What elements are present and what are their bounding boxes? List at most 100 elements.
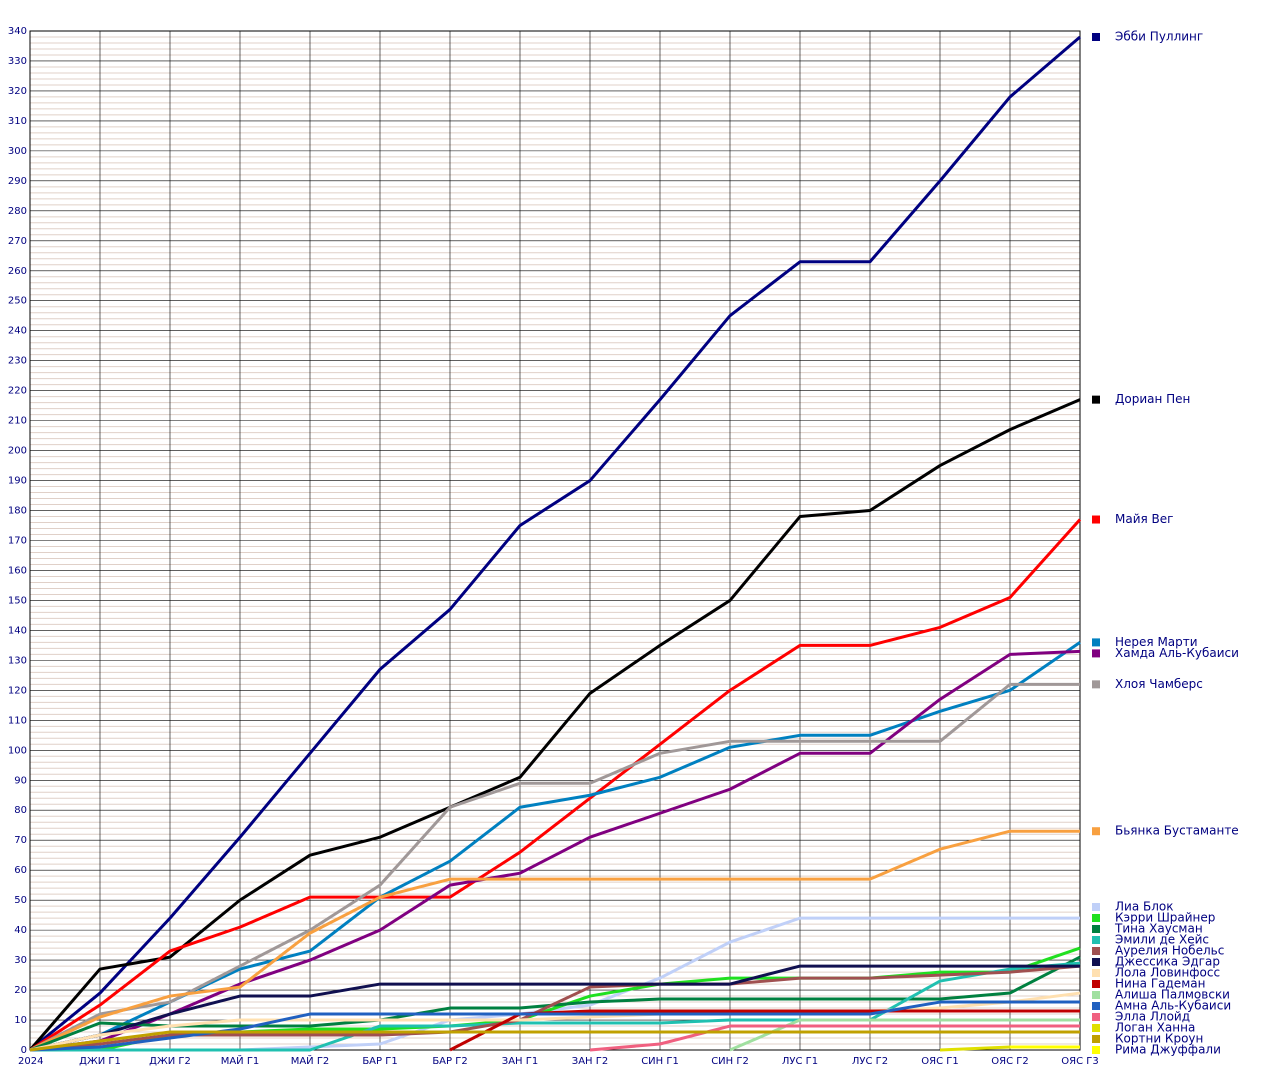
legend-swatch [1092,395,1100,404]
y-tick-label: 230 [8,356,27,367]
legend-swatch [1092,958,1100,966]
y-tick-label: 240 [8,326,27,337]
legend-label: Кортни Кроун [1115,1032,1203,1046]
legend-swatch [1092,649,1100,658]
x-tick-label: СИН Г2 [711,1056,749,1067]
y-tick-label: 210 [8,416,27,427]
series-line [29,829,1080,1052]
legend-swatch [1092,914,1100,922]
legend-label: Хамда Аль-Кубаиси [1115,646,1239,660]
y-tick-label: 110 [8,715,27,726]
legend-label: Тина Хаусман [1114,922,1203,936]
x-tick-label: МАЙ Г1 [221,1054,260,1067]
x-tick-label: СИН Г1 [641,1056,679,1067]
y-tick-label: 330 [8,56,27,67]
y-tick-label: 200 [8,446,27,457]
y-tick-label: 140 [8,625,27,636]
legend-swatch [1092,680,1100,689]
x-tick-label: МАЙ Г2 [291,1054,330,1067]
y-tick-label: 0 [21,1045,27,1056]
legend-label: Логан Ханна [1115,1021,1195,1035]
legend-swatch [1092,1013,1100,1021]
series-line [30,961,1081,1052]
series-line [589,1024,1080,1052]
legend-label: Джессика Эдгар [1115,955,1220,969]
legend-swatch [1092,1002,1100,1010]
legend-label: Алиша Палмовски [1115,988,1230,1002]
series-line [28,398,1081,1051]
x-tick-label: ЛУС Г1 [782,1056,818,1067]
legend-swatch [1092,1035,1100,1043]
y-tick-label: 320 [8,86,27,97]
x-tick-label: ОЯС Г3 [1061,1056,1098,1067]
legend-swatch [1092,1024,1100,1032]
x-tick-label: БАР Г2 [432,1056,467,1067]
legend-label: Бьянка Бустаманте [1115,824,1239,838]
x-tick-label: БАР Г1 [362,1056,397,1067]
y-tick-label: 60 [14,865,27,876]
y-tick-label: 100 [8,745,27,756]
legend-label: Дориан Пен [1115,392,1190,406]
legend-label: Рима Джуффали [1115,1043,1221,1057]
x-tick-label: ЗАН Г2 [572,1056,608,1067]
legend-swatch [1092,1046,1100,1054]
legend-label: Элла Ллойд [1115,1010,1190,1024]
legend-label: Нина Гадеман [1115,977,1205,991]
y-tick-label: 180 [8,506,27,517]
y-tick-label: 300 [8,146,27,157]
legend-label: Кэрри Шрайнер [1115,911,1215,925]
y-tick-label: 310 [8,116,27,127]
y-tick-label: 130 [8,655,27,666]
legend-swatch [1092,903,1100,911]
y-tick-label: 40 [14,925,27,936]
y-tick-label: 90 [14,775,27,786]
y-tick-label: 290 [8,176,27,187]
y-tick-label: 170 [8,536,27,547]
series-line [29,1030,1080,1052]
x-tick-label: ОЯС Г2 [991,1056,1028,1067]
series-line [29,649,1081,1052]
x-tick-label: 2024 [18,1056,43,1067]
plot-border [29,30,1081,1051]
y-tick-label: 260 [8,266,27,277]
x-tick-label: ДЖИ Г1 [79,1056,121,1067]
legend-label: Лиа Блок [1115,900,1173,914]
legend-label: Эмили де Хейс [1115,933,1209,947]
x-tick-label: ДЖИ Г2 [149,1056,191,1067]
legend-label: Аурелия Нобельс [1115,944,1224,958]
legend-swatch [1092,936,1100,944]
legend-label: Нерея Марти [1115,635,1198,649]
y-tick-label: 250 [8,296,27,307]
y-tick-label: 10 [14,1015,27,1026]
series-line [29,682,1080,1052]
legend-label: Эбби Пуллинг [1115,29,1203,43]
legend-swatch [1092,638,1100,647]
y-tick-label: 120 [8,685,27,696]
y-tick-label: 190 [8,476,27,487]
y-tick-label: 150 [8,595,27,606]
y-tick-label: 50 [14,895,27,906]
series-line [29,35,1081,1052]
y-tick-label: 70 [14,835,27,846]
legend-swatch [1092,991,1100,999]
series-line [29,518,1082,1052]
legend-label: Хлоя Чамберс [1115,677,1203,691]
legend-swatch [1092,32,1100,41]
y-tick-label: 220 [8,386,27,397]
y-tick-label: 80 [14,805,27,816]
x-tick-label: ЛУС Г2 [852,1056,888,1067]
y-tick-label: 270 [8,236,27,247]
y-tick-label: 30 [14,955,27,966]
legend-label: Майя Вег [1115,512,1173,526]
x-tick-label: ОЯС Г1 [921,1056,958,1067]
y-tick-label: 20 [14,985,27,996]
legend-swatch [1092,515,1100,524]
x-tick-label: ЗАН Г1 [502,1056,538,1067]
legend-swatch [1092,827,1100,836]
y-tick-label: 340 [8,26,27,37]
y-tick-label: 160 [8,565,27,576]
legend-label: Лола Ловинфосс [1115,966,1220,980]
series-line [29,964,1080,1052]
legend-label: Амна Аль-Кубаиси [1115,999,1231,1013]
